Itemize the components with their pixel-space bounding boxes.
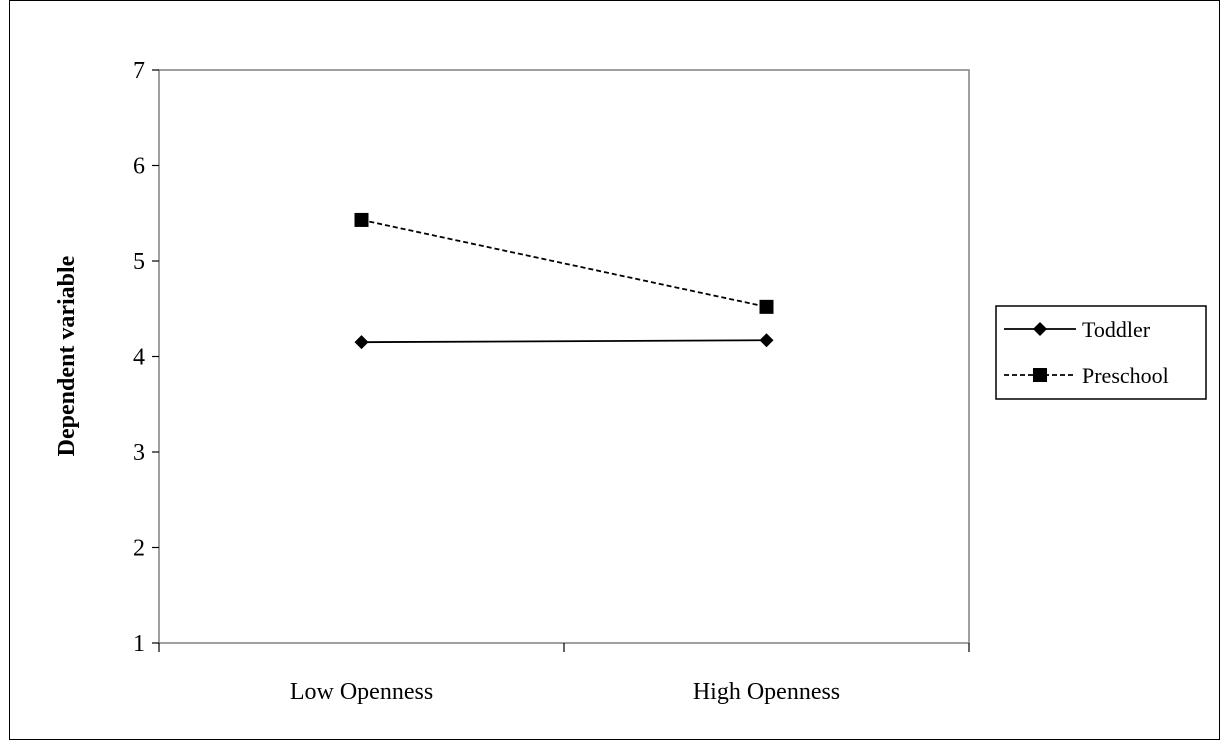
x-category-label: High Openness — [693, 679, 840, 705]
y-axis-label: Dependent variable — [54, 255, 80, 456]
series-line — [361, 339, 767, 344]
data-point — [354, 212, 369, 227]
legend-label: Preschool — [1082, 363, 1169, 388]
y-tick-label: 2 — [133, 536, 145, 562]
legend-label: Toddler — [1082, 317, 1151, 342]
y-tick-label: 7 — [133, 58, 145, 84]
legend-marker — [1033, 322, 1047, 336]
series-preschool — [354, 212, 774, 314]
series-line — [361, 219, 767, 308]
y-tick-label: 5 — [133, 249, 145, 275]
data-point — [759, 299, 774, 314]
legend: Toddler Preschool — [995, 305, 1207, 400]
x-category-label: Low Openness — [290, 679, 433, 705]
y-tick-label: 3 — [133, 440, 145, 466]
y-tick-label: 6 — [133, 154, 145, 180]
y-tick-label: 4 — [133, 345, 145, 371]
y-axis: 1 2 3 4 5 6 7 — [133, 58, 159, 657]
data-point — [354, 335, 369, 350]
legend-marker — [1033, 368, 1047, 382]
x-axis: Low Openness High Openness — [158, 643, 970, 705]
data-point — [759, 333, 774, 348]
series-layer — [354, 212, 774, 350]
plot-area — [158, 69, 970, 644]
series-toddler — [354, 333, 774, 350]
legend-box — [995, 305, 1207, 400]
y-tick-label: 1 — [133, 631, 145, 657]
